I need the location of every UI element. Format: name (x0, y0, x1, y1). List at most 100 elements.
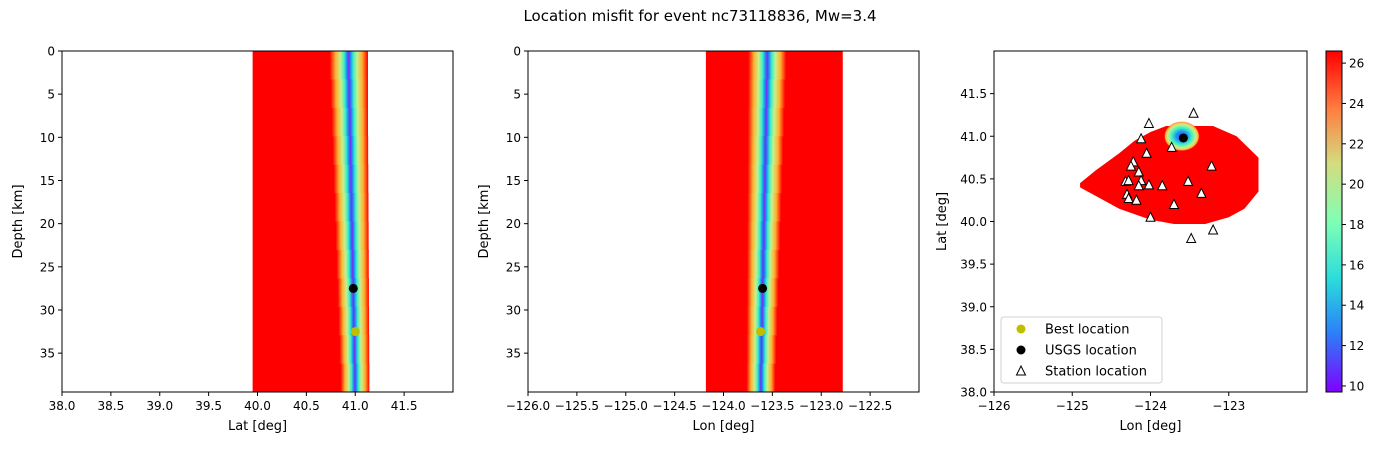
legend: Best location USGS location Station locati… (1000, 316, 1163, 384)
y-tick-label: 15 (506, 174, 521, 188)
colorbar-tick-label: 12 (1349, 339, 1364, 353)
valley-segment (746, 363, 776, 392)
y-tick-label: 39.0 (960, 300, 987, 314)
depth-vs-lat-panel: 38.0 38.5 39.0 39.5 40.0 40.5 41.0 41.5 0 5 10 15 20… (11, 45, 454, 434)
valley-segment (748, 51, 787, 81)
station-marker (1207, 223, 1219, 235)
valley-segment (747, 193, 782, 223)
y-axis-label: Depth [km] (11, 184, 26, 258)
x-tick-label: −124 (1134, 399, 1167, 413)
valley-segment (332, 136, 369, 166)
colorbar-tick-label: 16 (1349, 258, 1364, 272)
valley-segment (746, 335, 777, 365)
colorbar-tick-label: 24 (1349, 97, 1364, 111)
valley-segment (747, 249, 780, 280)
x-tick-label: −122.5 (848, 399, 892, 413)
valley-segment (339, 335, 370, 365)
valley-segment (337, 278, 369, 308)
colorbar-tick-label: 14 (1349, 299, 1364, 313)
x-tick-label: 38.5 (98, 399, 125, 413)
station-marker (1143, 178, 1155, 190)
x-axis-label: Lon [deg] (1120, 419, 1182, 434)
colorbar-tick-label: 20 (1349, 178, 1364, 192)
y-tick-label: 5 (47, 88, 55, 102)
legend-label: USGS location (1045, 344, 1137, 359)
valley-segment (748, 79, 786, 109)
valley-segment (747, 136, 784, 166)
station-marker (1133, 165, 1145, 177)
misfit-valley (746, 51, 787, 392)
valley-segment (334, 193, 369, 223)
best-location-marker (350, 327, 360, 337)
legend-marker (1016, 345, 1026, 355)
x-axis-label: Lon [deg] (693, 419, 755, 434)
legend-box (1000, 316, 1163, 384)
x-tick-label: 39.0 (146, 399, 173, 413)
y-tick-label: 20 (506, 217, 521, 231)
station-marker (1123, 174, 1134, 186)
valley-segment (331, 107, 368, 138)
station-marker (1196, 187, 1207, 198)
x-tick-label: −126.0 (506, 399, 550, 413)
y-tick-label: 30 (40, 303, 55, 317)
valley-segment (330, 79, 368, 109)
y-axis-label: Lat [deg] (935, 192, 950, 251)
station-marker (1141, 147, 1152, 158)
y-tick-label: 5 (513, 88, 521, 102)
y-tick-label: 40.0 (960, 215, 987, 229)
y-tick-label: 40.5 (960, 172, 987, 186)
valley-segment (746, 278, 779, 308)
x-tick-label: −123.0 (799, 399, 843, 413)
valley-segment (336, 249, 369, 280)
station-marker (1206, 159, 1217, 171)
usgs-location-marker (348, 283, 358, 293)
x-axis-label: Lat [deg] (228, 419, 287, 434)
x-tick-label: −123.5 (750, 399, 794, 413)
station-marker (1188, 107, 1199, 118)
y-tick-label: 39.5 (960, 258, 987, 272)
colorbar-tick-label: 10 (1349, 379, 1364, 393)
station-marker (1125, 159, 1137, 171)
map-panel: Best location USGS location Station locati… (935, 50, 1308, 434)
station-marker (1135, 132, 1147, 144)
valley-segment (747, 164, 783, 195)
x-tick-label: −125.5 (555, 399, 599, 413)
y-tick-label: 35 (40, 347, 55, 361)
station-marker (1182, 175, 1194, 186)
y-tick-label: 10 (40, 131, 55, 145)
x-tick-label: 41.0 (342, 399, 369, 413)
depth-vs-lon-panel: −126.0 −125.5 −125.0 −124.5 −124.0 −123.5 −123… (477, 45, 920, 434)
legend-label: Station location (1045, 365, 1147, 380)
x-tick-label: −125.0 (604, 399, 648, 413)
colorbar-tick-label: 22 (1349, 137, 1364, 151)
x-tick-label: 40.0 (244, 399, 271, 413)
colorbar-gradient (1325, 50, 1343, 393)
figure-title: Location misfit for event nc73118836, Mw… (523, 7, 876, 25)
legend-label: Best location (1045, 323, 1130, 338)
station-marker (1143, 117, 1155, 128)
station-marker (1185, 232, 1197, 244)
y-tick-label: 0 (513, 45, 521, 59)
y-tick-label: 20 (40, 217, 55, 231)
legend-marker (1015, 364, 1027, 376)
valley-segment (340, 363, 370, 392)
station-marker (1133, 179, 1145, 191)
y-tick-label: 15 (40, 174, 55, 188)
station-marker (1168, 198, 1180, 209)
x-tick-label: −123 (1212, 399, 1245, 413)
x-tick-label: 40.5 (293, 399, 320, 413)
y-tick-label: 38.0 (960, 386, 987, 400)
x-tick-label: −124.0 (701, 399, 745, 413)
x-tick-label: 38.0 (49, 399, 76, 413)
valley-segment (335, 221, 369, 251)
y-axis-label: Depth [km] (477, 184, 492, 258)
misfit-valley (329, 51, 370, 392)
y-tick-label: 0 (47, 45, 55, 59)
misfit-field (1080, 126, 1259, 225)
usgs-location-marker (1178, 133, 1188, 143)
valley-segment (747, 107, 785, 138)
y-tick-label: 25 (506, 260, 521, 274)
x-tick-label: 39.5 (195, 399, 222, 413)
station-marker (1156, 179, 1168, 191)
